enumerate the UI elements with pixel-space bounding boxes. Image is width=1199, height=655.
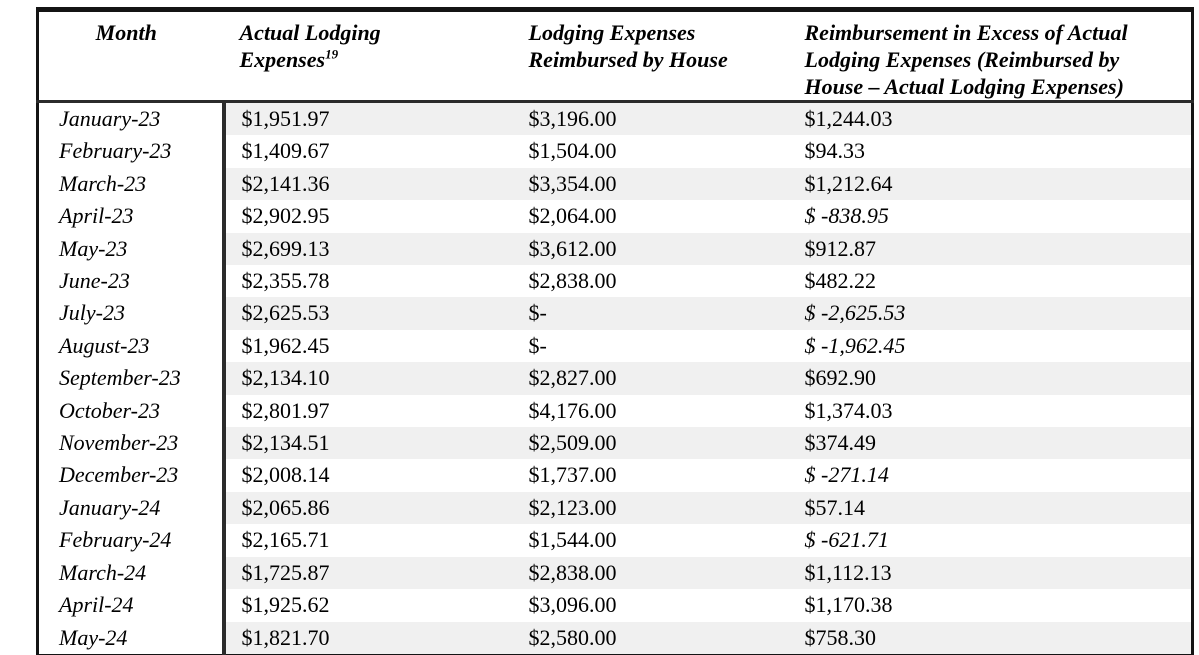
reimbursement-excess-cell: $1,212.64 [788,167,1193,201]
month-cell: January-24 [37,491,226,525]
table-row: March-23 $2,141.36 $3,354.00 $1,212.64 [37,167,1193,201]
table-row: November-23 $2,134.51 $2,509.00 $374.49 [37,427,1193,460]
actual-expenses-cell: $2,801.97 [223,394,513,428]
reimbursed-by-house-cell: $4,176.00 [512,394,789,428]
footnote-marker: 19 [325,46,339,62]
header-row: Month Actual Lodging Expenses19 Lodging … [37,9,1193,103]
reimbursed-by-house-cell: $1,544.00 [512,524,789,557]
col-header-reimbursed-label: Lodging Expenses Reimbursed by House [528,20,728,72]
month-cell: May-23 [37,232,226,266]
reimbursement-excess-cell: $692.90 [788,362,1193,395]
actual-expenses-cell: $2,165.71 [223,524,513,557]
lodging-expenses-table: Month Actual Lodging Expenses19 Lodging … [36,7,1194,655]
table-row: February-24 $2,165.71 $1,544.00 $ -621.71 [37,524,1193,557]
reimbursement-excess-cell: $1,374.03 [788,394,1193,428]
month-cell: January-23 [37,101,226,136]
table-row: February-23 $1,409.67 $1,504.00 $94.33 [37,135,1193,168]
actual-expenses-cell: $1,821.70 [223,621,513,655]
month-cell: September-23 [37,362,226,395]
table-row: March-24 $1,725.87 $2,838.00 $1,112.13 [37,556,1193,590]
reimbursement-excess-cell: $ -621.71 [788,524,1193,557]
table-row: August-23 $1,962.45 $- $ -1,962.45 [37,329,1193,363]
month-cell: March-23 [37,167,226,201]
actual-expenses-cell: $2,699.13 [223,232,513,266]
reimbursed-by-house-cell: $3,354.00 [512,167,789,201]
month-cell: December-23 [37,459,226,492]
month-cell: February-24 [37,524,226,557]
reimbursement-excess-cell: $374.49 [788,427,1193,460]
table-header: Month Actual Lodging Expenses19 Lodging … [37,9,1193,103]
reimbursed-by-house-cell: $2,064.00 [512,200,789,233]
table-row: September-23 $2,134.10 $2,827.00 $692.90 [37,362,1193,395]
reimbursed-by-house-cell: $2,838.00 [512,556,789,590]
reimbursement-excess-cell: $94.33 [788,135,1193,168]
actual-expenses-cell: $1,962.45 [223,329,513,363]
reimbursed-by-house-cell: $- [512,329,789,363]
actual-expenses-cell: $1,951.97 [223,101,513,136]
month-cell: October-23 [37,394,226,428]
table-row: April-24 $1,925.62 $3,096.00 $1,170.38 [37,589,1193,622]
month-cell: November-23 [37,427,226,460]
reimbursement-excess-cell: $ -1,962.45 [788,329,1193,363]
actual-expenses-cell: $1,925.62 [223,589,513,622]
table-body: January-23 $1,951.97 $3,196.00 $1,244.03 Feb… [37,101,1193,655]
reimbursement-excess-cell: $ -271.14 [788,459,1193,492]
actual-expenses-cell: $2,134.10 [223,362,513,395]
table-row: April-23 $2,902.95 $2,064.00 $ -838.95 [37,200,1193,233]
reimbursed-by-house-cell: $3,196.00 [512,101,789,136]
reimbursement-excess-cell: $1,170.38 [788,589,1193,622]
month-cell: March-24 [37,556,226,590]
table-row: May-23 $2,699.13 $3,612.00 $912.87 [37,232,1193,266]
reimbursement-excess-cell: $1,112.13 [788,556,1193,590]
reimbursed-by-house-cell: $1,504.00 [512,135,789,168]
col-header-actual-lodging-expenses: Actual Lodging Expenses19 [223,9,513,103]
actual-expenses-cell: $2,134.51 [223,427,513,460]
month-cell: August-23 [37,329,226,363]
col-header-month: Month [37,9,224,103]
month-cell: April-23 [37,200,226,233]
reimbursement-excess-cell: $ -838.95 [788,200,1193,233]
reimbursement-excess-cell: $ -2,625.53 [788,297,1193,330]
reimbursement-excess-cell: $912.87 [788,232,1193,266]
col-header-reimbursement-excess: Reimbursement in Excess of Actual Lodgin… [788,9,1193,103]
actual-expenses-cell: $2,902.95 [223,200,513,233]
table-row: December-23 $2,008.14 $1,737.00 $ -271.14 [37,459,1193,492]
reimbursed-by-house-cell: $2,123.00 [512,491,789,525]
actual-expenses-cell: $2,625.53 [223,297,513,330]
reimbursed-by-house-cell: $2,827.00 [512,362,789,395]
reimbursed-by-house-cell: $- [512,297,789,330]
actual-expenses-cell: $2,355.78 [223,265,513,298]
col-header-month-label: Month [95,20,157,45]
month-cell: May-24 [37,621,226,655]
month-cell: April-24 [37,589,226,622]
month-cell: July-23 [37,297,226,330]
table-row: May-24 $1,821.70 $2,580.00 $758.30 [37,621,1193,655]
month-cell: June-23 [37,265,226,298]
actual-expenses-cell: $2,141.36 [223,167,513,201]
reimbursed-by-house-cell: $2,509.00 [512,427,789,460]
col-header-excess-label: Reimbursement in Excess of Actual Lodgin… [804,20,1128,99]
col-header-reimbursed-by-house: Lodging Expenses Reimbursed by House [512,9,789,103]
table-row: July-23 $2,625.53 $- $ -2,625.53 [37,297,1193,330]
reimbursement-excess-cell: $758.30 [788,621,1193,655]
actual-expenses-cell: $2,008.14 [223,459,513,492]
table-row: January-24 $2,065.86 $2,123.00 $57.14 [37,491,1193,525]
table-row: June-23 $2,355.78 $2,838.00 $482.22 [37,265,1193,298]
reimbursement-excess-cell: $482.22 [788,265,1193,298]
actual-expenses-cell: $2,065.86 [223,491,513,525]
month-cell: February-23 [37,135,226,168]
actual-expenses-cell: $1,725.87 [223,556,513,590]
reimbursed-by-house-cell: $3,096.00 [512,589,789,622]
reimbursement-excess-cell: $57.14 [788,491,1193,525]
actual-expenses-cell: $1,409.67 [223,135,513,168]
reimbursed-by-house-cell: $2,580.00 [512,621,789,655]
reimbursed-by-house-cell: $3,612.00 [512,232,789,266]
table-row: January-23 $1,951.97 $3,196.00 $1,244.03 [37,101,1193,136]
table-row: October-23 $2,801.97 $4,176.00 $1,374.03 [37,394,1193,428]
reimbursed-by-house-cell: $2,838.00 [512,265,789,298]
reimbursed-by-house-cell: $1,737.00 [512,459,789,492]
col-header-actual-label: Actual Lodging Expenses [239,20,381,72]
reimbursement-excess-cell: $1,244.03 [788,101,1193,136]
